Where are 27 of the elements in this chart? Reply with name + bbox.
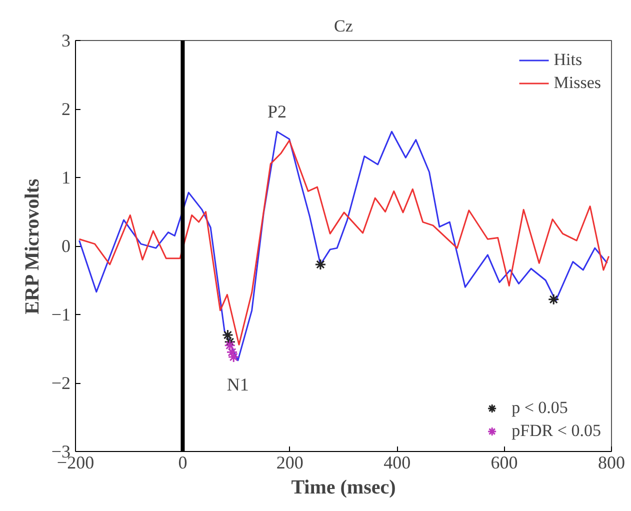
y-axis-title: ERP Microvolts	[21, 178, 44, 314]
point	[226, 346, 238, 358]
y-tick-label: −1	[51, 304, 71, 324]
chart-title: Cz	[334, 16, 354, 36]
x-tick-label: 400	[384, 452, 411, 472]
y-tick-label: 2	[62, 99, 70, 119]
y-tick-label: 0	[62, 236, 70, 256]
annotation: N1	[226, 374, 249, 394]
point	[228, 351, 240, 363]
legend-label: Hits	[554, 50, 582, 70]
point	[548, 294, 560, 306]
y-tick-label: 3	[62, 30, 70, 50]
point	[222, 329, 234, 341]
point	[224, 340, 236, 352]
annotation: P2	[268, 102, 287, 122]
y-tick-label: −3	[51, 442, 71, 462]
x-axis-title: Time (msec)	[291, 476, 396, 498]
legend-label: p < 0.05	[512, 398, 568, 418]
legend-label: Misses	[554, 73, 601, 93]
x-tick-label: 200	[276, 452, 304, 472]
point	[314, 258, 326, 270]
x-tick-label: 600	[490, 452, 518, 472]
x-tick-label: 800	[598, 452, 625, 472]
y-tick-label: −2	[51, 373, 71, 393]
legend-label: pFDR < 0.05	[512, 421, 601, 441]
y-tick-label: 1	[62, 168, 70, 188]
x-tick-label: 0	[178, 452, 188, 472]
